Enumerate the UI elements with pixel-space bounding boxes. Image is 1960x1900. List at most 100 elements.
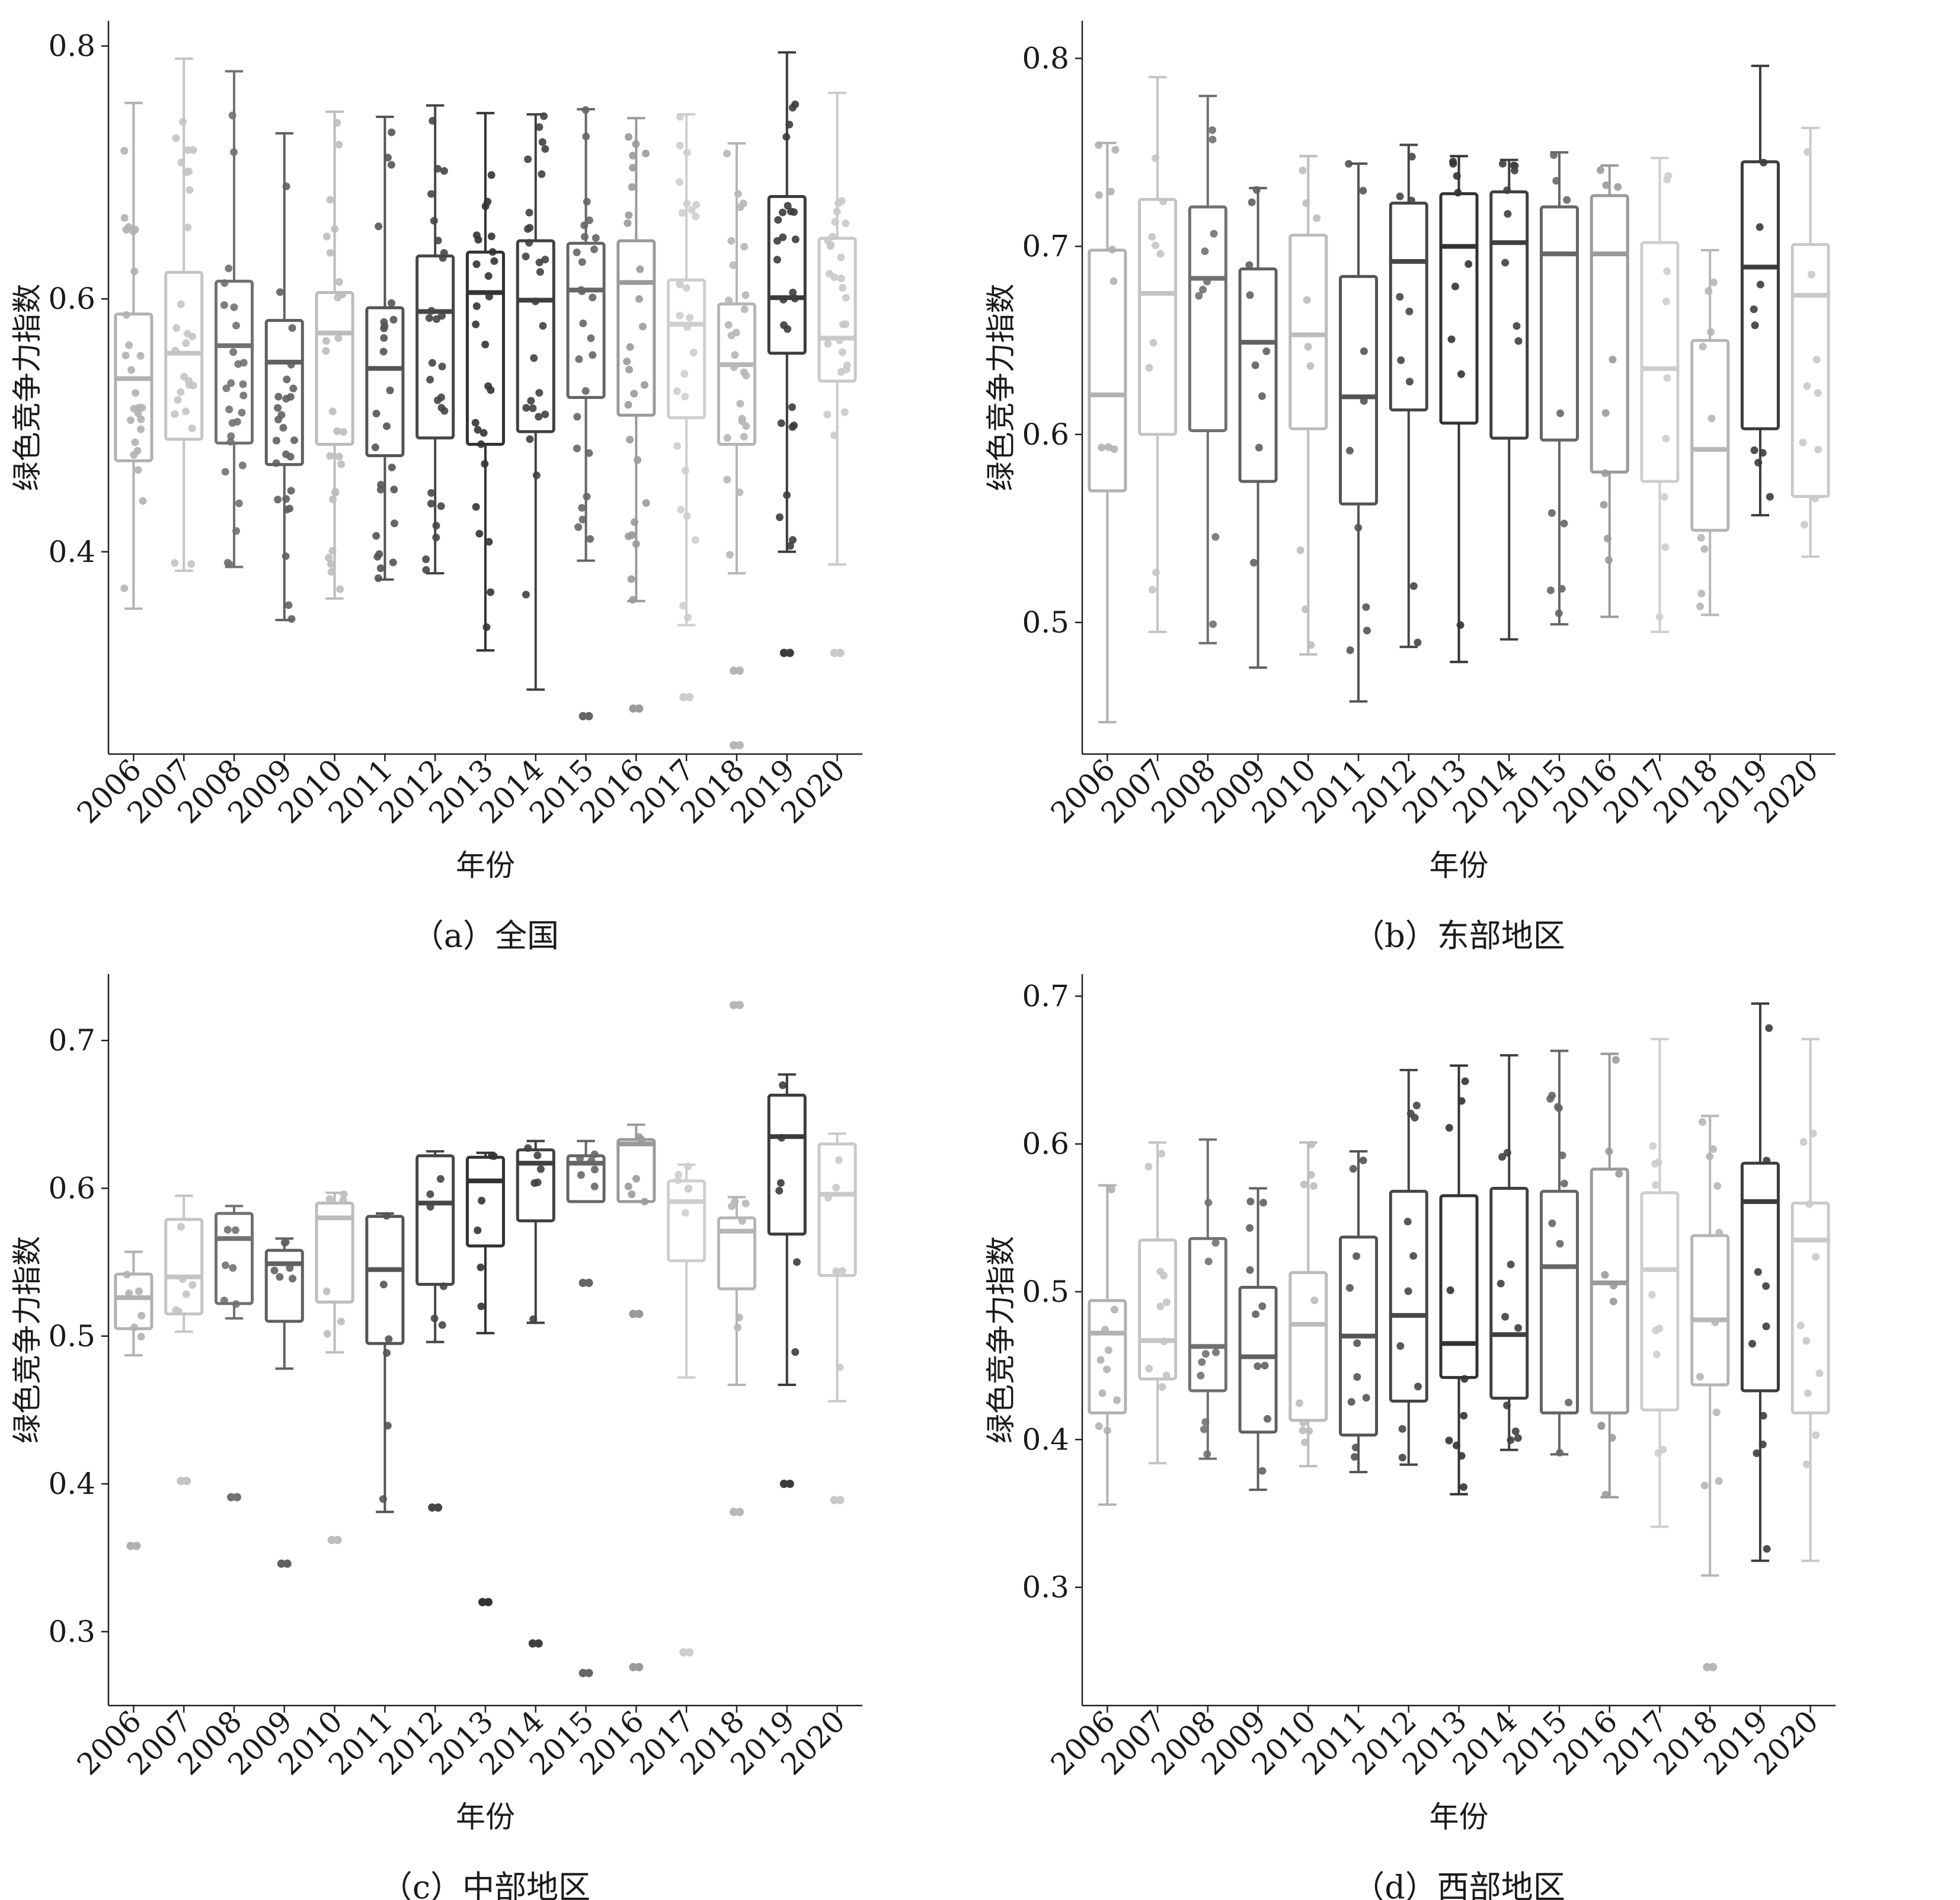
jitter-point [1405,307,1414,315]
jitter-point [536,1165,545,1173]
jitter-point [1652,1350,1661,1359]
jitter-point [727,331,736,340]
jitter-point [440,167,448,175]
jitter-point [1805,1200,1814,1208]
jitter-point [531,297,539,305]
box-2011 [1339,159,1379,703]
chart-panel-c: 0.30.40.50.60.72006200720082009201020112… [10,974,862,1900]
y-tick-label: 0.4 [48,1467,95,1501]
box-body [465,1155,506,1248]
jitter-point [1252,1310,1260,1318]
jitter-point [1407,196,1415,205]
outlier-point [277,1559,286,1568]
y-tick-label: 0.6 [1022,417,1069,452]
jitter-point [1711,1318,1719,1327]
jitter-point [1412,1101,1421,1110]
jitter-point [1513,322,1521,330]
outlier-point [830,1496,839,1505]
jitter-point [229,348,238,356]
jitter-point [1758,1441,1767,1449]
jitter-point [174,1307,183,1315]
jitter-point [626,436,634,444]
jitter-point [1211,533,1220,541]
jitter-point [1398,1425,1406,1433]
jitter-point [184,146,192,154]
jitter-point [487,386,495,394]
box-2009 [264,132,304,623]
jitter-point [331,487,340,496]
jitter-point [823,410,832,419]
jitter-point [1197,1371,1205,1380]
box-2018 [717,1001,757,1516]
box-body [1088,1299,1127,1414]
jitter-point [325,554,333,562]
jitter-point [340,1190,348,1198]
outlier-point [327,1535,336,1544]
box-body [1238,1286,1278,1434]
jitter-point [676,142,684,150]
jitter-point [1456,621,1465,629]
jitter-point [279,424,287,432]
jitter-point [383,154,392,162]
jitter-point [1396,293,1404,301]
jitter-point [1709,278,1718,286]
outlier-point [1703,1663,1712,1672]
jitter-point [1563,196,1571,204]
jitter-point [578,504,586,512]
jitter-point [337,460,346,468]
jitter-point [178,1275,187,1283]
jitter-point [1145,1365,1153,1373]
jitter-point [430,216,438,225]
jitter-point [379,1280,388,1289]
box-2015 [566,1139,606,1678]
jitter-point [1553,1103,1562,1111]
jitter-point [581,106,590,114]
jitter-point [379,347,388,356]
jitter-point [437,393,445,401]
box-body [516,1148,555,1222]
jitter-point [226,438,235,446]
jitter-point [683,323,691,331]
jitter-point [792,1258,801,1266]
jitter-point [136,425,145,433]
box-body [1590,194,1629,474]
box-body [164,1218,204,1315]
jitter-point [1363,627,1371,635]
jitter-point [774,216,782,224]
jitter-point [1451,282,1459,290]
jitter-point [1145,363,1153,372]
jitter-point [1507,1436,1515,1444]
chart-panel-a: 0.40.60.82006200720082009201020112012201… [10,21,862,954]
jitter-point [785,120,794,129]
jitter-point [580,221,589,229]
jitter-point [1447,335,1456,343]
box-2010 [1288,155,1328,656]
jitter-point [1460,1412,1468,1420]
outlier-point [836,1496,845,1505]
jitter-point [532,471,541,480]
jitter-point [1359,1156,1367,1164]
jitter-point [1804,1389,1812,1397]
jitter-point [1504,210,1512,218]
jitter-point [228,111,236,120]
outlier-point [629,1310,638,1318]
box-body [767,1093,807,1236]
jitter-point [640,381,648,389]
jitter-point [1307,641,1315,649]
jitter-point [1345,446,1354,455]
jitter-point [1651,1160,1660,1168]
jitter-point [484,197,492,206]
box-2010 [1288,1140,1328,1468]
box-body [767,194,807,355]
jitter-point [1110,445,1118,454]
box-body [1539,1189,1579,1414]
jitter-point [1198,1358,1206,1366]
box-body [1489,190,1529,440]
box-body [1439,192,1479,425]
x-axis-title: 年份 [456,848,515,883]
jitter-point [487,171,495,179]
box-2006 [1088,1184,1127,1506]
jitter-point [1158,1382,1166,1391]
jitter-point [535,389,543,397]
box-2006 [114,1250,154,1550]
